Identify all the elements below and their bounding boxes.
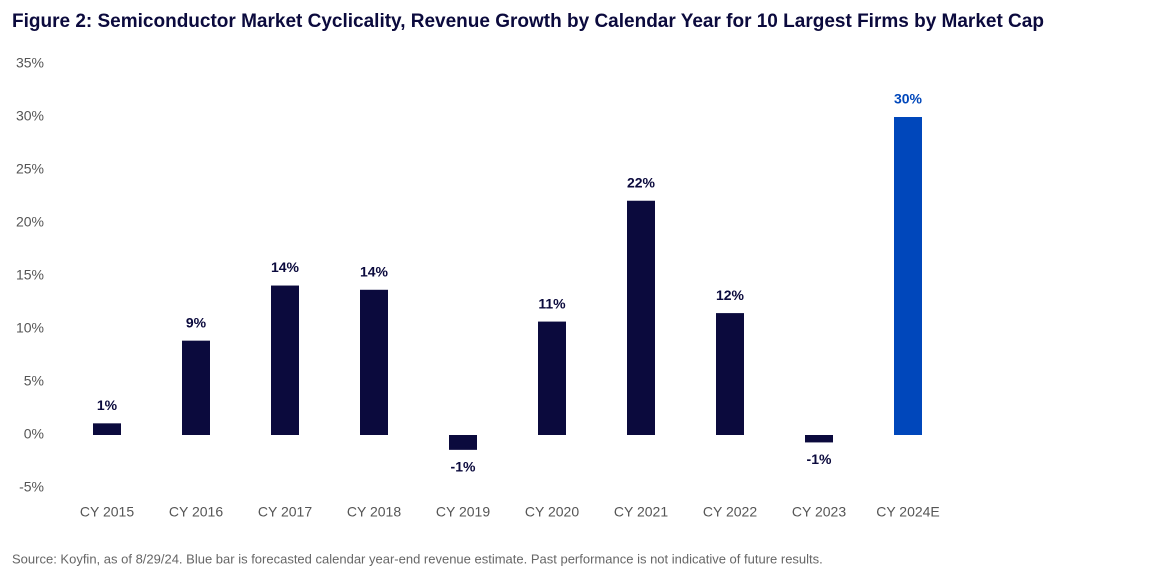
- bar: [538, 321, 566, 435]
- chart-title: Figure 2: Semiconductor Market Cyclicali…: [12, 11, 1044, 32]
- y-tick-label: 35%: [16, 55, 44, 71]
- y-tick-label: 30%: [16, 108, 44, 124]
- value-label: 14%: [360, 263, 389, 279]
- value-label: 9%: [186, 314, 207, 330]
- x-tick-label: CY 2019: [436, 504, 490, 520]
- bar: [271, 285, 299, 435]
- x-tick-label: CY 2020: [525, 504, 579, 520]
- value-label: -1%: [451, 459, 476, 475]
- y-tick-label: 0%: [24, 426, 44, 442]
- y-tick-label: 25%: [16, 161, 44, 177]
- x-tick-label: CY 2021: [614, 504, 668, 520]
- value-label: 14%: [271, 259, 300, 275]
- bar: [716, 313, 744, 435]
- bar: [93, 423, 121, 435]
- x-tick-label: CY 2023: [792, 504, 846, 520]
- value-label: 30%: [894, 91, 923, 107]
- bar: [449, 435, 477, 450]
- y-tick-label: -5%: [19, 479, 44, 495]
- bar: [627, 200, 655, 435]
- value-label: 12%: [716, 287, 745, 303]
- x-tick-label: CY 2017: [258, 504, 312, 520]
- x-tick-label: CY 2022: [703, 504, 757, 520]
- bar: [894, 117, 922, 435]
- y-tick-label: 15%: [16, 267, 44, 283]
- bar: [360, 289, 388, 435]
- value-label: -1%: [807, 451, 832, 467]
- y-tick-label: 5%: [24, 373, 44, 389]
- x-tick-label: CY 2018: [347, 504, 401, 520]
- x-tick-label: CY 2015: [80, 504, 134, 520]
- value-label: 1%: [97, 397, 118, 413]
- bar: [805, 435, 833, 443]
- x-tick-label: CY 2016: [169, 504, 223, 520]
- value-label: 22%: [627, 174, 656, 190]
- bar: [182, 340, 210, 435]
- y-tick-label: 10%: [16, 320, 44, 336]
- y-tick-label: 20%: [16, 214, 44, 230]
- value-label: 11%: [538, 295, 566, 311]
- source-note: Source: Koyfin, as of 8/29/24. Blue bar …: [12, 551, 823, 566]
- x-tick-label: CY 2024E: [876, 504, 940, 520]
